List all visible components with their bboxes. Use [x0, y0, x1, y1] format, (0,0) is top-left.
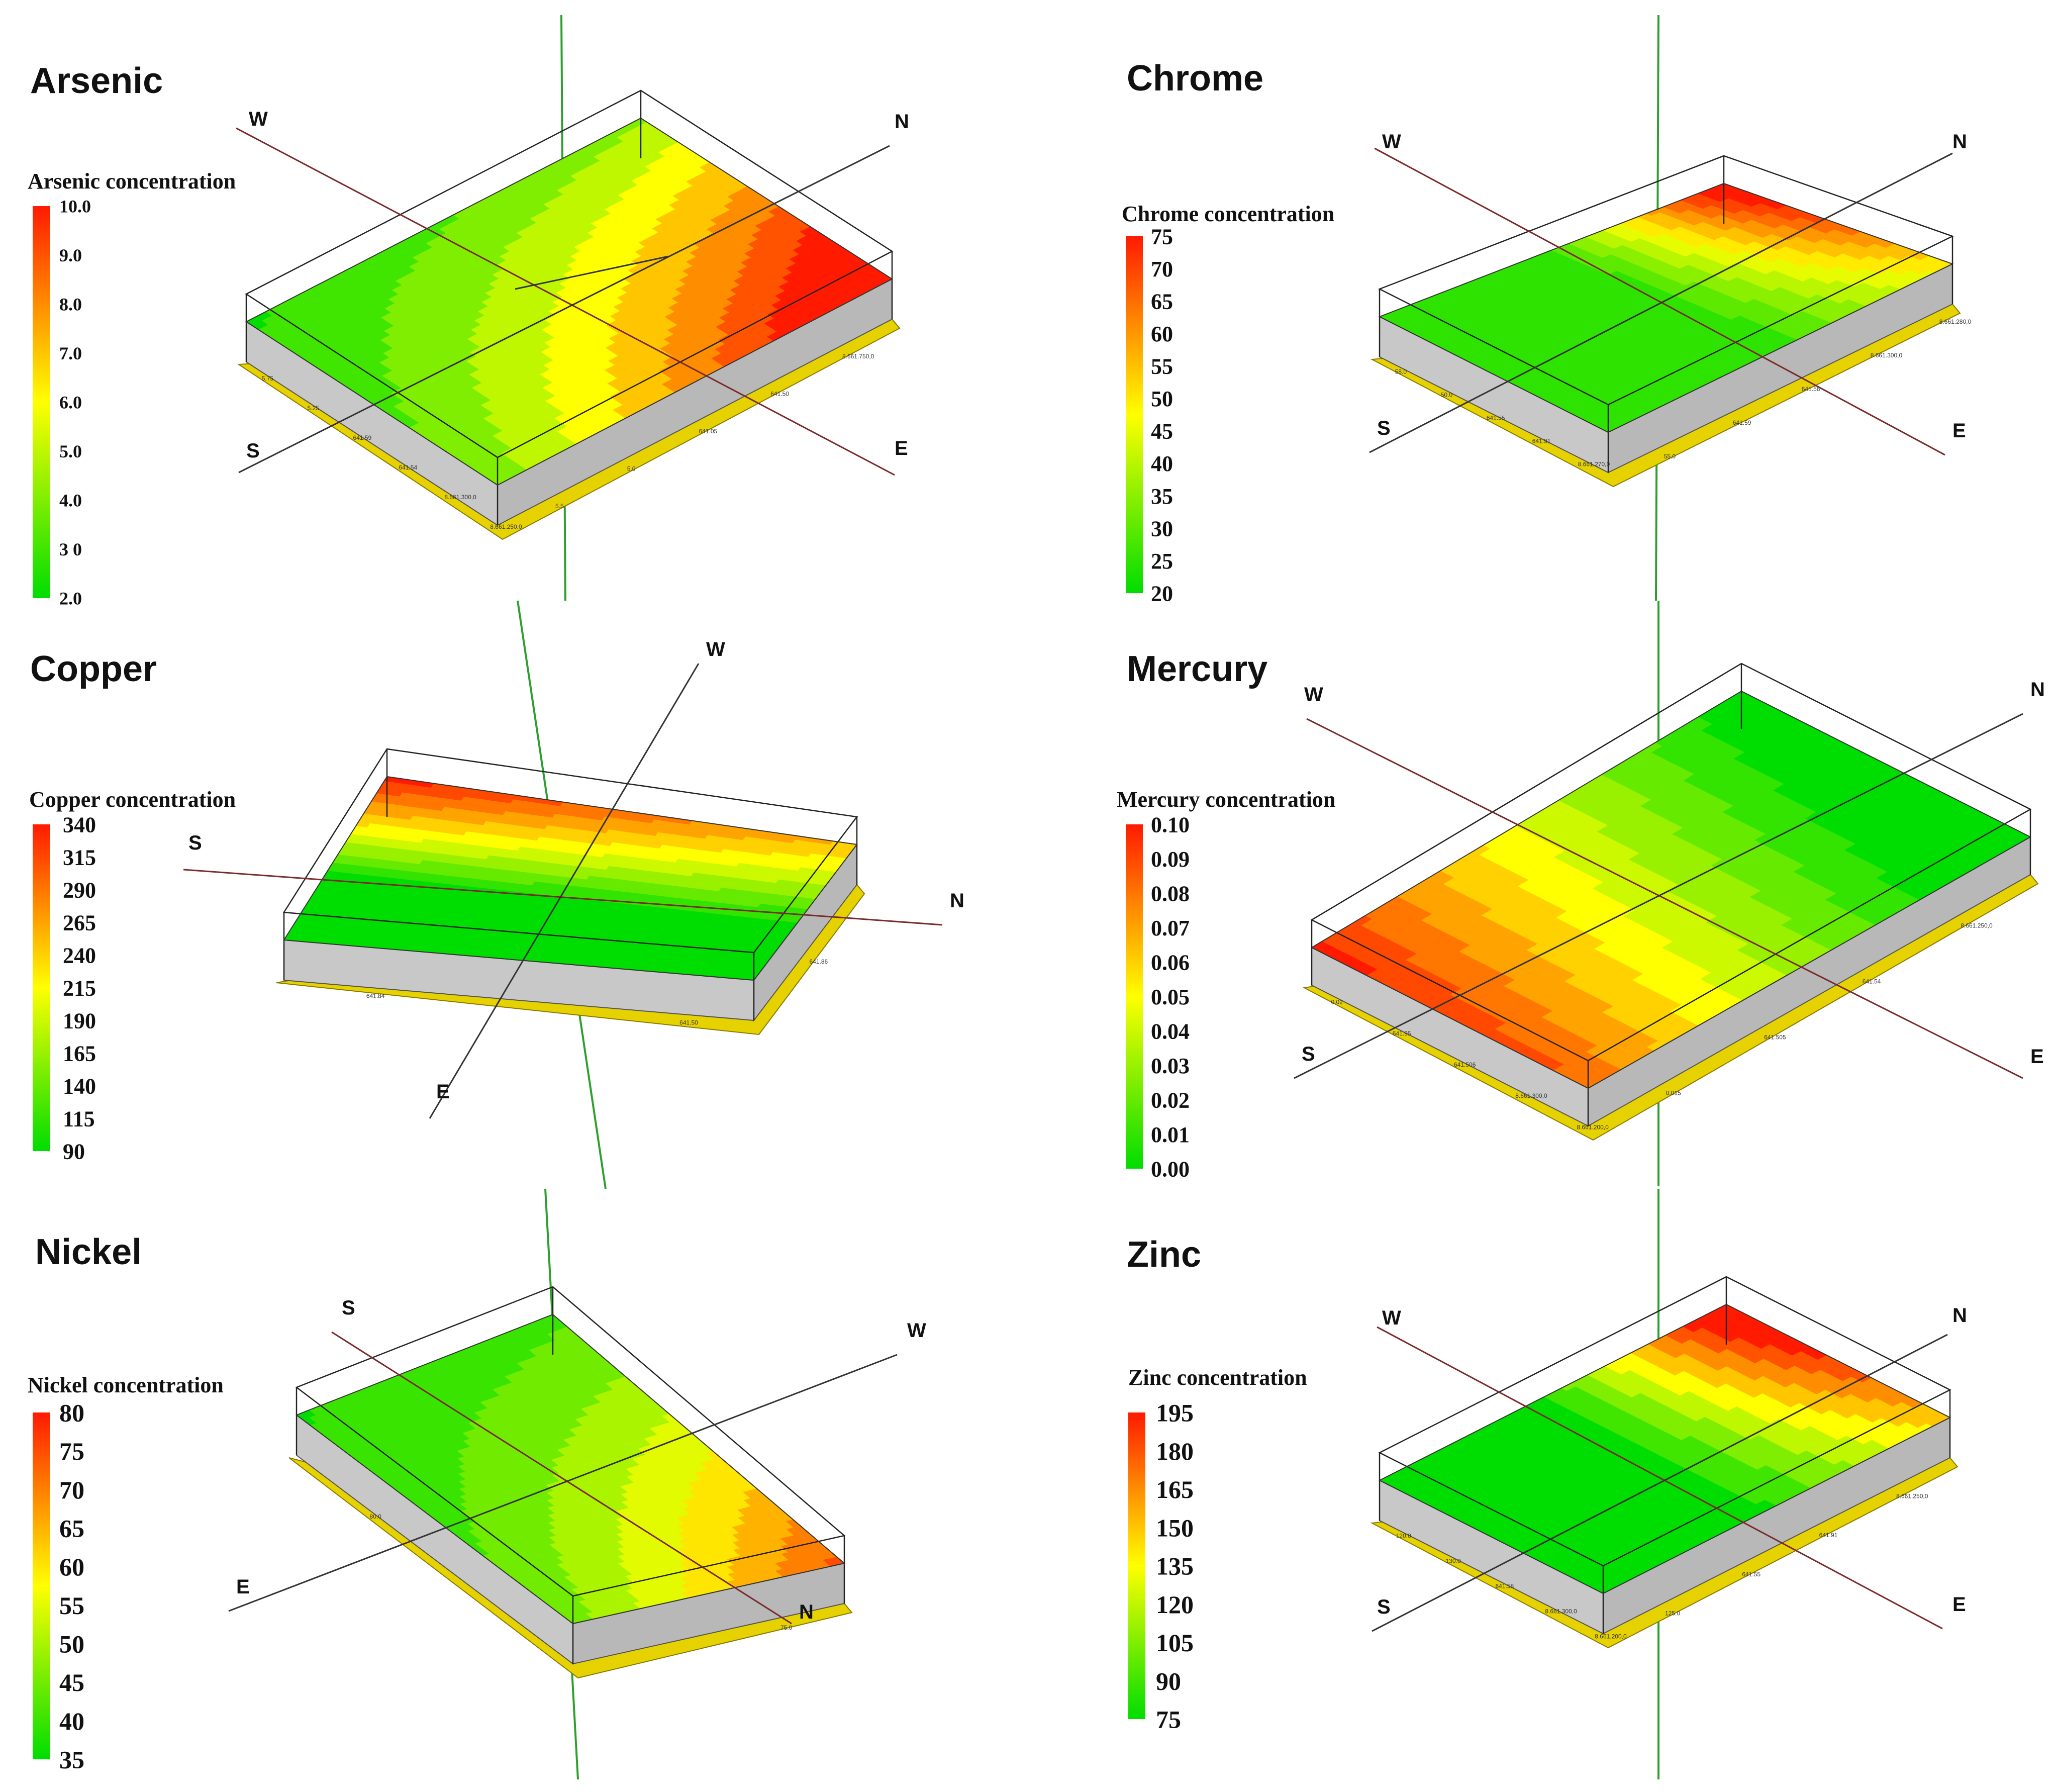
- axis-tick-label: 5.25: [308, 405, 320, 412]
- axis-tick-label: 5.75: [262, 375, 274, 382]
- panel-title: Arsenic: [30, 61, 163, 101]
- legend-tick-label: 60: [1151, 322, 1173, 346]
- legend-tick-label: 55: [1151, 354, 1173, 379]
- legend-tick-label: 190: [63, 1008, 96, 1033]
- panel-mercury: WESN0.020.015641.95641.505641.506641.548…: [1117, 601, 2045, 1186]
- axis-tick-label: 8.661.250,0: [490, 523, 522, 530]
- compass-label-s: S: [188, 832, 202, 854]
- compass-label-n: N: [950, 890, 964, 912]
- legend-tick-label: 6.0: [59, 393, 82, 413]
- legend-tick-label: 75: [1151, 224, 1173, 249]
- axis-tick-label: 641.84: [366, 992, 385, 999]
- legend-tick-label: 4.0: [59, 491, 82, 511]
- legend-tick-label: 7.0: [59, 343, 82, 363]
- legend-tick-label: 90: [63, 1139, 85, 1164]
- axis-tick-label: 8.661.750,0: [842, 353, 874, 360]
- compass-label-s: S: [246, 440, 260, 462]
- legend-tick-label: 50: [1151, 387, 1173, 411]
- legend-tick-label: 20: [1151, 581, 1173, 606]
- legend-tick-label: 215: [63, 976, 96, 1000]
- legend-tick-label: 10.0: [59, 197, 91, 217]
- axis-tick-label: 641.54: [399, 464, 417, 471]
- compass-label-w: W: [1382, 131, 1401, 153]
- legend-title: Arsenic concentration: [28, 169, 236, 194]
- axis-tick-label: 641.91: [1532, 438, 1551, 445]
- legend-title: Chrome concentration: [1122, 202, 1334, 226]
- legend-tick-label: 30: [1151, 516, 1173, 541]
- axis-tick-label: 641.50: [770, 390, 789, 397]
- legend-tick-label: 2.0: [59, 589, 82, 609]
- legend-tick-label: 65: [1151, 289, 1173, 314]
- axis-tick-label: 8.661.270,0: [1578, 461, 1610, 468]
- axis-tick-label: 641.59: [1733, 419, 1751, 426]
- legend-tick-label: 9.0: [59, 245, 82, 265]
- legend-title: Copper concentration: [29, 787, 236, 812]
- compass-label-s: S: [1377, 417, 1391, 439]
- compass-label-e: E: [1952, 420, 1966, 442]
- legend-colorbar: [33, 824, 50, 1151]
- legend-tick-label: 70: [1151, 257, 1173, 281]
- compass-label-e: E: [436, 1081, 450, 1103]
- legend-tick-label: 35: [1151, 484, 1173, 509]
- concentration-surface: [245, 118, 893, 486]
- axis-tick-label: 641.05: [699, 428, 718, 435]
- legend-colorbar: [33, 206, 50, 598]
- axis-tick-label: 8.661.300,0: [444, 494, 476, 501]
- axis-tick-label: 50.0: [1441, 392, 1453, 399]
- legend-colorbar: [1126, 236, 1143, 593]
- legend-tick-label: 165: [63, 1041, 96, 1066]
- axis-tick-label: 641.50: [679, 1019, 698, 1026]
- legend-tick-label: 265: [63, 910, 96, 935]
- axis-tick-label: 5.5: [555, 503, 564, 510]
- axis-tick-label: 58.0: [1395, 368, 1407, 375]
- legend-tick-label: 25: [1151, 549, 1173, 574]
- compass-label-e: E: [895, 437, 908, 459]
- panel-title: Copper: [30, 649, 157, 689]
- legend-tick-label: 240: [63, 943, 96, 968]
- axis-tick-label: 5.0: [627, 465, 636, 473]
- panel-arsenic: W E S N 5.75 5.5 5.25 5.0 641.59 641.05 641.54 641.…: [28, 15, 909, 609]
- panel-copper: S N E W 641.84 641.86 641.50 Copper Copper conce…: [29, 600, 964, 1189]
- axis-tick-label: 641.55: [1487, 415, 1505, 422]
- axis-tick-label: 641.58: [1802, 386, 1820, 393]
- axis-tick-label: 641.86: [810, 958, 828, 965]
- panel-title: Chrome: [1127, 58, 1263, 99]
- compass-label-n: N: [1952, 131, 1967, 153]
- legend-tick-label: 115: [63, 1106, 95, 1131]
- legend-tick-label: 290: [63, 878, 96, 902]
- compass-label-w: W: [249, 108, 268, 130]
- legend-tick-label: 315: [63, 845, 96, 870]
- axis-tick-label: 641.59: [353, 434, 372, 441]
- compass-label-w: W: [706, 638, 725, 661]
- legend-tick-label: 8.0: [59, 295, 82, 315]
- legend-tick-label: 40: [1151, 451, 1173, 476]
- compass-label-n: N: [895, 111, 909, 133]
- legend-tick-label: 5.0: [59, 441, 82, 461]
- legend-tick-label: 140: [63, 1074, 96, 1098]
- legend-tick-label: 340: [63, 812, 96, 837]
- panel-chrome: W E S N 58.0 55.0 50.0 641.59 641.55 641.58 641.91…: [1122, 15, 1971, 606]
- axis-tick-label: 8.661.300,0: [1871, 352, 1903, 359]
- legend-tick-label: 3 0: [59, 539, 82, 559]
- axis-tick-label: 55.0: [1664, 453, 1676, 460]
- axis-tick-label: 8.661.280,0: [1939, 318, 1972, 325]
- legend-tick-label: 45: [1151, 419, 1173, 444]
